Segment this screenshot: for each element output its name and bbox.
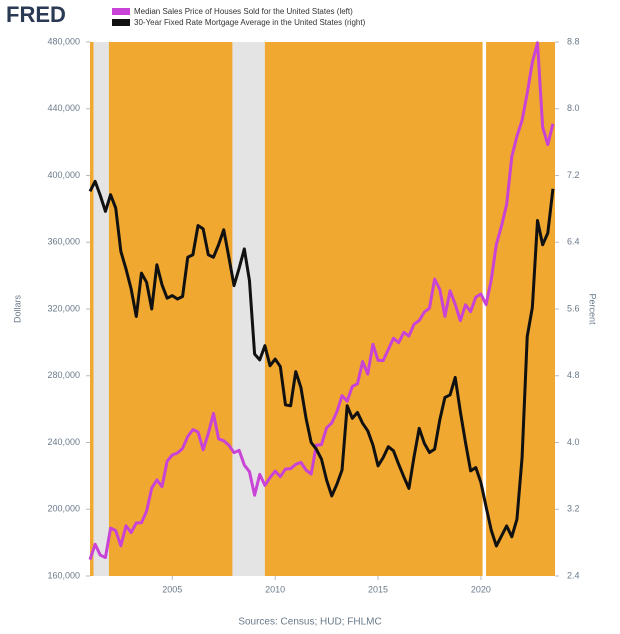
y-axis-label: Dollars [12, 295, 22, 324]
series-line [88, 41, 555, 561]
tick-label: 8.8 [567, 36, 580, 46]
x-tick-label: 2015 [368, 584, 388, 594]
tick-label: 2.4 [567, 570, 580, 580]
tick-label: 480,000 [47, 36, 80, 46]
tick-label: 280,000 [47, 370, 80, 380]
tick-label: 440,000 [47, 103, 80, 113]
x-tick-label: 2020 [471, 584, 491, 594]
x-tick-label: 2010 [265, 584, 285, 594]
tick-label: 360,000 [47, 237, 80, 247]
x-tick-label: 2005 [162, 584, 182, 594]
logo: FRED [6, 2, 66, 27]
tick-label: 240,000 [47, 437, 80, 447]
tick-label: 4.0 [567, 437, 580, 447]
legend-label: 30-Year Fixed Rate Mortgage Average in t… [134, 18, 366, 27]
recession-band [93, 42, 109, 576]
y2-axis-label: Percent [588, 293, 598, 325]
tick-label: 320,000 [47, 303, 80, 313]
tick-label: 5.6 [567, 303, 580, 313]
tick-label: 8.0 [567, 103, 580, 113]
legend-swatch [112, 19, 130, 26]
tick-label: 7.2 [567, 170, 580, 180]
recession-band [482, 42, 487, 576]
tick-label: 400,000 [47, 170, 80, 180]
series-line [88, 179, 555, 548]
tick-label: 3.2 [567, 504, 580, 514]
tick-label: 200,000 [47, 504, 80, 514]
tick-label: 160,000 [47, 570, 80, 580]
legend-swatch [112, 8, 130, 15]
recession-band [232, 42, 265, 576]
legend-label: Median Sales Price of Houses Sold for th… [134, 7, 353, 16]
source: Sources: Census; HUD; FHLMC [238, 617, 381, 628]
plot-background [90, 42, 555, 576]
tick-label: 4.8 [567, 370, 580, 380]
tick-label: 6.4 [567, 237, 580, 247]
